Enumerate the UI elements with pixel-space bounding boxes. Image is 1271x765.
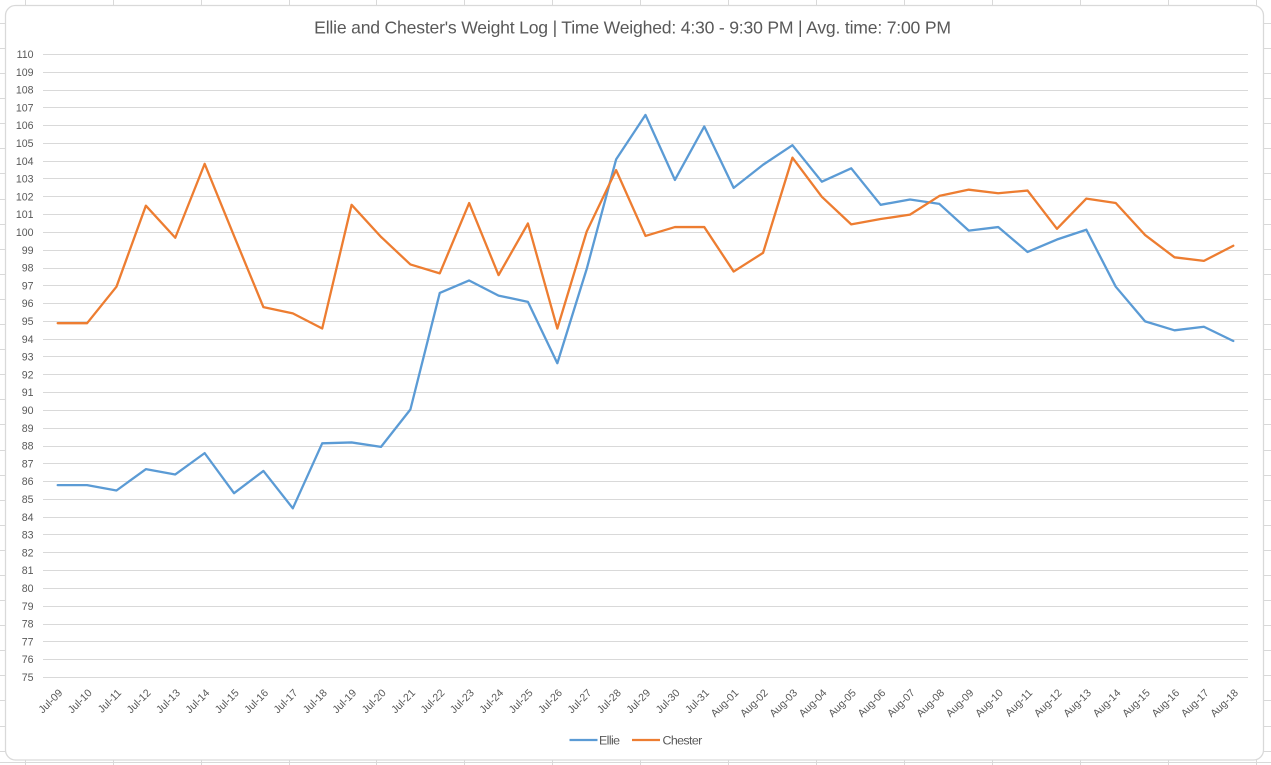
svg-text:82: 82 xyxy=(22,547,34,559)
svg-text:87: 87 xyxy=(22,458,34,470)
svg-text:103: 103 xyxy=(16,174,34,186)
svg-text:101: 101 xyxy=(16,209,34,221)
svg-text:102: 102 xyxy=(16,191,34,203)
svg-text:77: 77 xyxy=(22,636,34,648)
svg-text:91: 91 xyxy=(22,387,34,399)
svg-text:79: 79 xyxy=(22,601,34,613)
svg-text:86: 86 xyxy=(22,476,34,488)
svg-text:93: 93 xyxy=(22,352,34,364)
svg-text:92: 92 xyxy=(22,369,34,381)
svg-text:88: 88 xyxy=(22,441,34,453)
svg-text:75: 75 xyxy=(22,672,34,684)
svg-text:Ellie and Chester's Weight Log: Ellie and Chester's Weight Log | Time We… xyxy=(314,18,951,38)
svg-text:76: 76 xyxy=(22,654,34,666)
svg-text:81: 81 xyxy=(22,565,34,577)
svg-text:105: 105 xyxy=(16,138,34,150)
svg-text:94: 94 xyxy=(22,334,34,346)
svg-text:96: 96 xyxy=(22,298,34,310)
svg-text:89: 89 xyxy=(22,423,34,435)
svg-text:83: 83 xyxy=(22,530,34,542)
svg-text:80: 80 xyxy=(22,583,34,595)
svg-text:85: 85 xyxy=(22,494,34,506)
svg-text:108: 108 xyxy=(16,85,34,97)
svg-text:107: 107 xyxy=(16,102,34,114)
svg-text:97: 97 xyxy=(22,280,34,292)
svg-text:84: 84 xyxy=(22,512,34,524)
svg-text:95: 95 xyxy=(22,316,34,328)
svg-text:99: 99 xyxy=(22,245,34,257)
svg-text:109: 109 xyxy=(16,67,34,79)
svg-text:78: 78 xyxy=(22,619,34,631)
svg-text:98: 98 xyxy=(22,263,34,275)
svg-text:106: 106 xyxy=(16,120,34,132)
svg-text:90: 90 xyxy=(22,405,34,417)
svg-text:104: 104 xyxy=(16,156,34,168)
svg-text:110: 110 xyxy=(17,49,34,61)
svg-text:Chester: Chester xyxy=(663,733,703,747)
svg-text:Ellie: Ellie xyxy=(599,733,620,747)
svg-text:100: 100 xyxy=(16,227,34,239)
